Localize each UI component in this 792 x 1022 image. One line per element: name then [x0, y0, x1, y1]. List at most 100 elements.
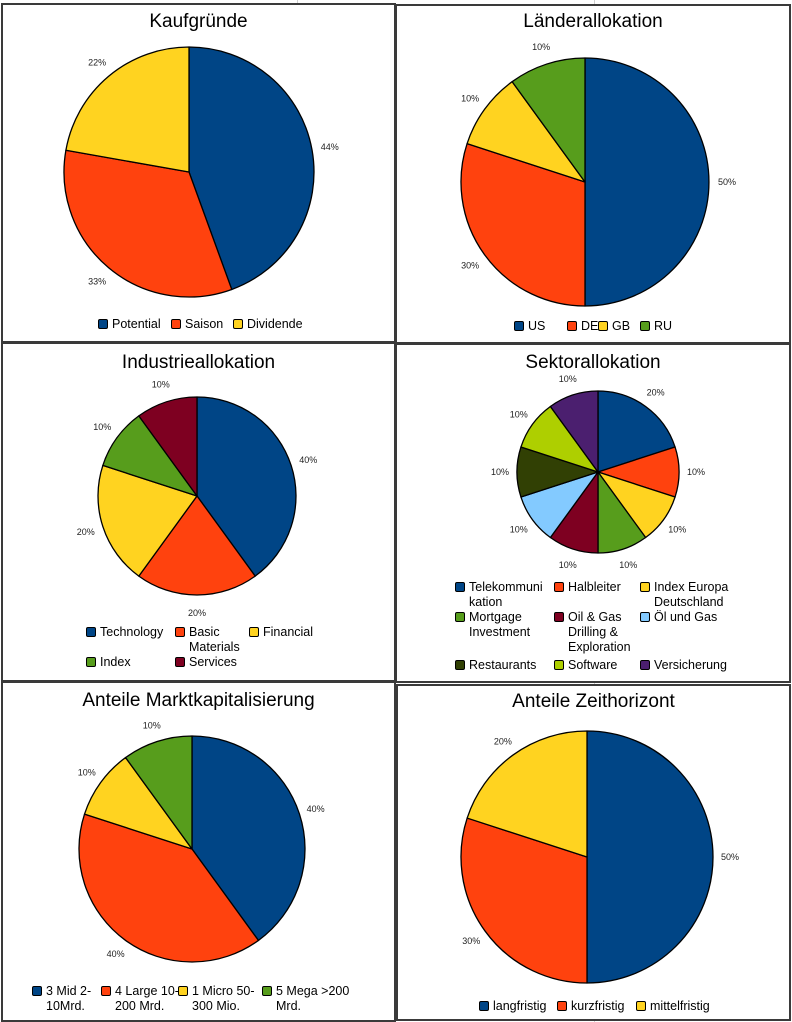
legend-label: Technology — [100, 625, 164, 639]
pie-slice-3-mid-2-10mrd[interactable] — [191, 735, 306, 942]
legend-label: Software — [568, 658, 618, 672]
legend-swatch — [101, 986, 111, 996]
pie-slice-versicherung[interactable] — [549, 390, 599, 473]
pie-chart: 50% 30% 20% — [460, 730, 739, 984]
pie-slice-5-mega-200-mrd[interactable] — [124, 735, 193, 850]
pie-slice-gb[interactable] — [466, 81, 586, 183]
data-label: 10% — [93, 422, 111, 432]
legend-swatch — [554, 612, 564, 622]
legend-label: Mortgage Investment — [469, 610, 531, 639]
legend-swatch — [98, 319, 108, 329]
data-label: 10% — [559, 374, 577, 384]
chart-title: Sektorallokation — [525, 352, 661, 373]
data-label: 10% — [559, 560, 577, 570]
legend-label: 3 Mid 2- 10Mrd. — [46, 984, 92, 1013]
legend-swatch — [598, 321, 608, 331]
pie-slice-services[interactable] — [138, 396, 198, 497]
legend-label: DE — [581, 319, 599, 333]
legend-label: Versicherung — [654, 658, 727, 672]
chart-kaufgruende[interactable]: Kaufgründe 44% 33% 22% Potential Saison Divid… — [1, 3, 396, 343]
legend-swatch — [175, 657, 185, 667]
chart-title: Anteile Zeithorizont — [512, 691, 675, 712]
data-label: 40% — [299, 455, 317, 465]
legend-swatch — [640, 321, 650, 331]
data-label: 10% — [143, 720, 161, 730]
legend-swatch — [567, 321, 577, 331]
chart-title: Kaufgründe — [149, 11, 248, 32]
legend-swatch — [86, 657, 96, 667]
data-label: 40% — [107, 949, 125, 959]
legend-label: Saison — [185, 317, 224, 331]
pie-slice-financial[interactable] — [97, 464, 198, 577]
pie-slice-1-micro-50-300-mio[interactable] — [83, 756, 193, 850]
pie-slice-us[interactable] — [584, 57, 710, 307]
chart-marktkapitalisierung[interactable]: Anteile Marktkapitalisierung 40% 40% 10% 10… — [1, 681, 396, 1022]
pie-slice-kurzfristig[interactable] — [460, 817, 588, 984]
legend-label: US — [528, 319, 546, 333]
pie-slice-saison[interactable] — [63, 149, 233, 298]
pie-slice-mittelfristig[interactable] — [466, 730, 588, 858]
data-label: 44% — [321, 142, 339, 152]
data-label: 20% — [188, 608, 206, 618]
data-label: 50% — [718, 177, 736, 187]
chart-zeithorizont[interactable]: Anteile Zeithorizont 50% 30% 20% langfristi… — [396, 684, 791, 1021]
chart-title: Industrieallokation — [121, 352, 276, 373]
legend-label: Halbleiter — [568, 580, 621, 594]
legend-swatch — [479, 1001, 489, 1011]
legend-swatch — [514, 321, 524, 331]
legend-label: mittelfristig — [650, 999, 710, 1013]
pie-slice-ru[interactable] — [511, 57, 586, 183]
data-label: 50% — [721, 852, 739, 862]
pie-chart: 44% 33% 22% — [63, 46, 339, 298]
legend-swatch — [455, 612, 465, 622]
data-label: 10% — [619, 560, 637, 570]
data-label: 10% — [491, 467, 509, 477]
legend-swatch — [636, 1001, 646, 1011]
pie-slice-de[interactable] — [460, 143, 586, 307]
data-label: 20% — [494, 736, 512, 746]
data-label: 40% — [307, 804, 325, 814]
legend-label: langfristig — [493, 999, 547, 1013]
data-label: 10% — [668, 525, 686, 535]
legend-swatch — [455, 660, 465, 670]
data-label: 20% — [647, 388, 665, 398]
pie-slice-potential[interactable] — [188, 46, 315, 291]
legend-swatch — [554, 660, 564, 670]
data-label: 20% — [77, 527, 95, 537]
chart-title: Anteile Marktkapitalisierung — [82, 690, 315, 711]
pie-slice-4-large-10-200-mrd[interactable] — [78, 813, 260, 963]
legend-label: 5 Mega >200 Mrd. — [276, 984, 350, 1013]
data-label: 10% — [510, 525, 528, 535]
chart-title: Länderallokation — [523, 11, 663, 32]
pie-slice-basic-materials[interactable] — [138, 495, 256, 596]
chart-industrieallokation[interactable]: Industrieallokation 40% 20% 20% 10% 10% Techn… — [1, 342, 396, 682]
legend-label: Index — [100, 655, 131, 669]
legend-swatch — [178, 986, 188, 996]
pie-chart: 40% 40% 10% 10% — [78, 720, 325, 963]
legend-label: Telekommuni kation — [469, 580, 543, 609]
pie-chart: 40% 20% 20% 10% 10% — [77, 380, 318, 618]
legend-label: kurzfristig — [571, 999, 625, 1013]
legend-label: RU — [654, 319, 673, 333]
data-label: 10% — [78, 768, 96, 778]
legend-swatch — [171, 319, 181, 329]
legend-swatch — [455, 582, 465, 592]
legend-swatch — [640, 612, 650, 622]
pie-slice-telekommunikation[interactable] — [597, 390, 676, 473]
legend-swatch — [640, 582, 650, 592]
legend-swatch — [640, 660, 650, 670]
pie-slice-dividende[interactable] — [65, 46, 190, 173]
data-label: 22% — [88, 58, 106, 68]
legend-label: 4 Large 10- 200 Mrd. — [115, 984, 179, 1013]
legend-swatch — [233, 319, 243, 329]
legend-swatch — [86, 627, 96, 637]
legend-label: Basic Materials — [189, 625, 240, 654]
legend-label: Services — [189, 655, 237, 669]
data-label: 10% — [152, 380, 170, 390]
chart-laenderallokation[interactable]: Länderallokation 50% 30% 10% 10% US DE GB RU — [395, 4, 791, 344]
chart-sektorallokation[interactable]: Sektorallokation 20% 10% 10% 10% 10% 10% 10% 10… — [395, 343, 791, 683]
pie-slice-langfristig[interactable] — [586, 730, 714, 984]
pie-slice-technology[interactable] — [196, 396, 297, 577]
data-label: 10% — [510, 409, 528, 419]
legend-label: Index Europa Deutschland — [654, 580, 729, 609]
